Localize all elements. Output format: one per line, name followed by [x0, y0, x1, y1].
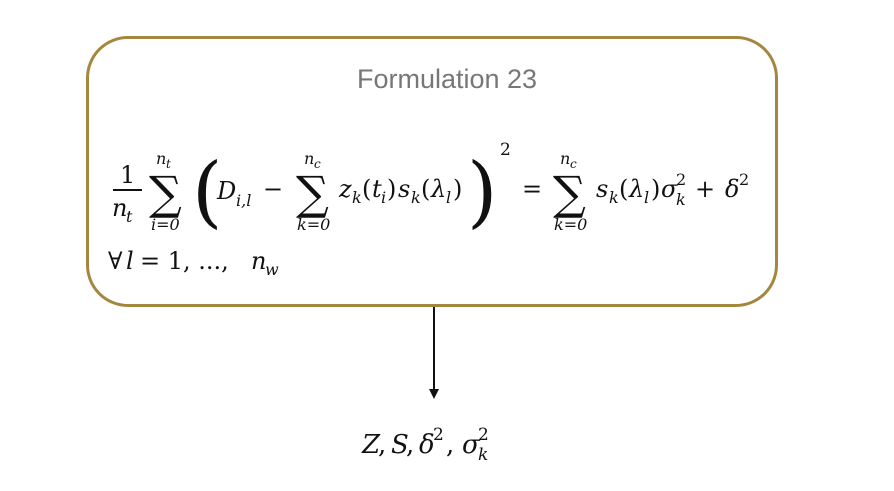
rhs-s-symbol: s [596, 175, 608, 203]
sum1-upper-n: n [156, 149, 166, 168]
sum3-upper-sub: c [570, 157, 577, 171]
sum1-lower: i=0 [151, 215, 180, 234]
sum3-upper-n: n [560, 149, 570, 168]
sum3-sigma: ∑ [553, 166, 586, 220]
sum1-upper-sub: t [166, 157, 171, 171]
rhs-lambda: λ [628, 175, 644, 203]
s-sub: k [411, 188, 421, 207]
output-comma-3: , [446, 430, 454, 460]
sum2-sigma: ∑ [296, 166, 329, 220]
rhs-s-sub: k [609, 188, 619, 207]
output-sigma-sup: 2 [478, 425, 489, 445]
z-paren-open: ( [362, 175, 371, 203]
output-delta: δ [419, 430, 435, 460]
forall-range: = 1, ..., [140, 247, 229, 275]
sigma-symbol: σ [661, 175, 678, 203]
minus-sign: − [263, 175, 283, 203]
equals-sign: = [522, 175, 542, 203]
z-arg-t: t [372, 175, 382, 203]
z-paren-close: ) [387, 175, 396, 203]
output-comma-2: , [406, 430, 414, 460]
fraction-numerator: 1 [120, 161, 135, 189]
d-symbol: D [216, 177, 236, 205]
output-sigma-sub: k [478, 445, 488, 465]
s-paren-open: ( [421, 175, 430, 203]
fraction-denominator-sub: t [126, 207, 133, 226]
formulation-box [86, 36, 778, 307]
left-big-paren: ( [192, 147, 222, 237]
z-arg-sub: i [381, 188, 386, 207]
sigma-sup: 2 [676, 170, 686, 189]
output-delta-sup: 2 [433, 425, 444, 445]
rhs-paren-close: ) [651, 175, 660, 203]
sum2-upper-n: n [304, 149, 314, 168]
d-sub: i,l [236, 191, 251, 210]
sum2-lower: k=0 [297, 215, 330, 234]
rhs-paren-open: ( [619, 175, 628, 203]
sum1-sigma: ∑ [149, 166, 182, 220]
s-paren-close: ) [453, 175, 462, 203]
s-arg-lambda: λ [430, 175, 446, 203]
plus-sign: + [695, 175, 715, 203]
output-comma-1: , [378, 430, 386, 460]
z-symbol: z [338, 175, 352, 203]
arrow-head [429, 389, 439, 399]
forall-n-sub: w [265, 260, 279, 279]
s-symbol: s [398, 175, 410, 203]
forall-symbol: ∀ [108, 247, 123, 275]
sum3-lower: k=0 [554, 215, 587, 234]
z-sub: k [352, 188, 362, 207]
square-exponent: 2 [500, 140, 511, 160]
sum2-upper-sub: c [314, 157, 321, 171]
forall-n: n [251, 247, 266, 275]
delta-symbol: δ [725, 175, 739, 203]
delta-sup: 2 [739, 170, 749, 189]
fraction-denominator: n [112, 194, 127, 222]
forall-l: l [126, 247, 134, 275]
formulation-title: Formulation 23 [356, 64, 538, 94]
output-z: Z [361, 430, 381, 460]
rhs-lambda-sub: l [644, 188, 649, 207]
output-s: S [391, 430, 409, 460]
output-sigma: σ [462, 430, 481, 460]
sigma-sub: k [676, 190, 686, 209]
right-big-paren: ) [467, 147, 497, 237]
s-arg-sub: l [446, 188, 451, 207]
